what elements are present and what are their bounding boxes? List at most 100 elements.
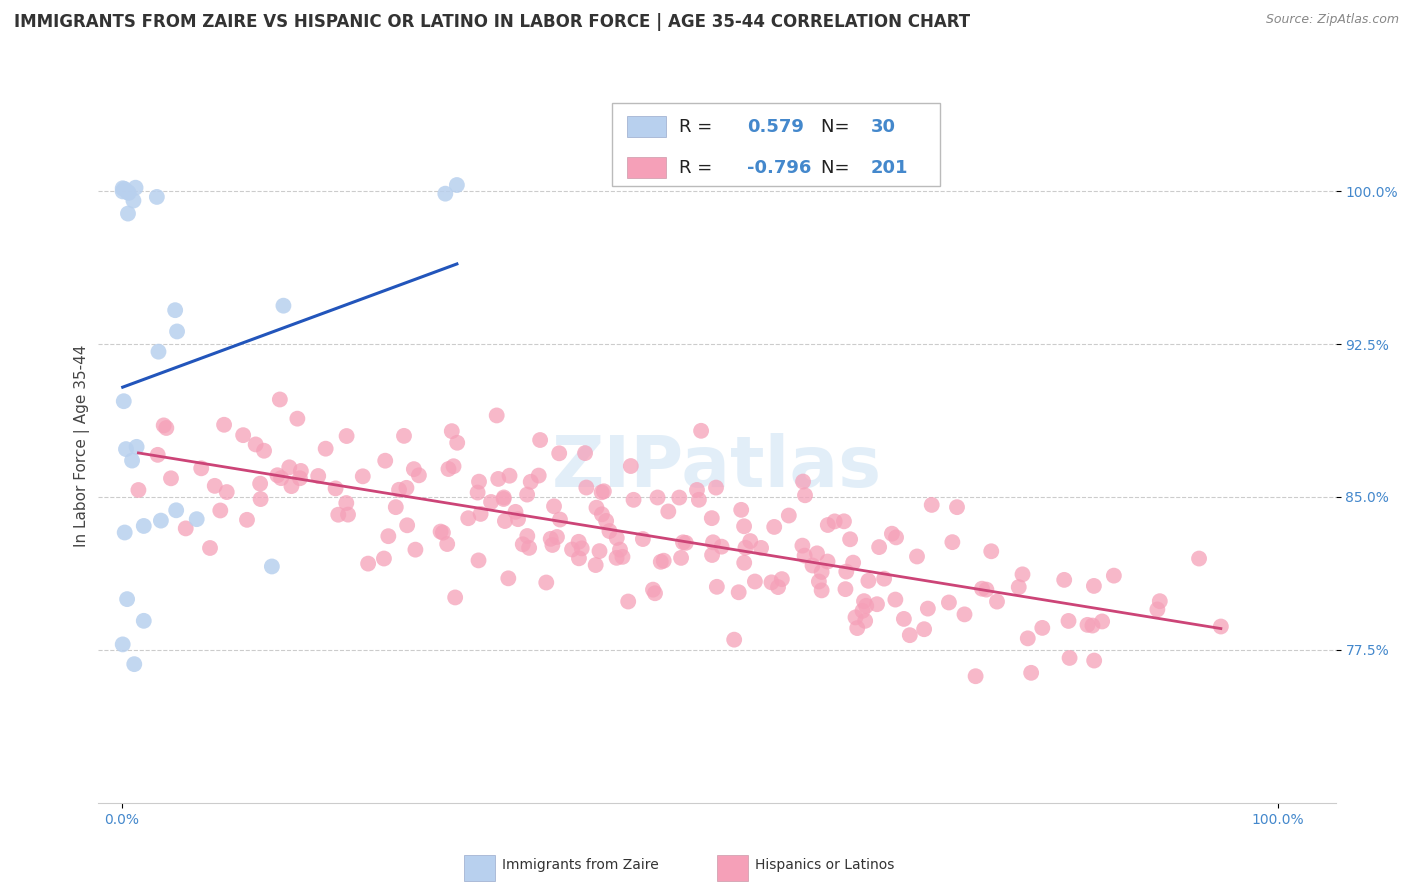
Point	[498, 468, 520, 483]
Text: -0.796: -0.796	[747, 159, 811, 177]
Point	[541, 538, 564, 552]
Point	[280, 479, 302, 493]
Point	[506, 512, 529, 526]
Point	[249, 492, 271, 507]
Point	[700, 511, 723, 525]
Point	[912, 622, 935, 636]
Point	[700, 548, 723, 562]
Point	[457, 511, 479, 525]
Point	[794, 488, 817, 502]
Point	[766, 580, 789, 594]
Text: 30: 30	[870, 118, 896, 136]
Point	[905, 549, 928, 564]
Point	[494, 514, 516, 528]
Text: 201: 201	[870, 159, 908, 177]
Point	[733, 519, 755, 533]
Point	[540, 532, 562, 546]
Point	[1011, 567, 1033, 582]
Point	[165, 503, 187, 517]
Point	[688, 492, 710, 507]
Point	[132, 614, 155, 628]
Point	[446, 435, 468, 450]
Point	[429, 524, 451, 539]
Point	[166, 325, 188, 339]
Point	[851, 604, 873, 618]
Point	[440, 424, 463, 438]
Point	[543, 500, 565, 514]
Point	[571, 541, 593, 556]
Point	[160, 471, 183, 485]
Point	[357, 557, 380, 571]
Text: N=: N=	[821, 118, 855, 136]
Text: Source: ZipAtlas.com: Source: ZipAtlas.com	[1265, 13, 1399, 27]
Point	[315, 442, 337, 456]
Point	[855, 599, 877, 613]
Point	[817, 518, 839, 533]
Point	[505, 505, 527, 519]
Point	[114, 182, 136, 196]
Point	[793, 549, 815, 563]
Point	[1008, 580, 1031, 594]
Point	[866, 597, 889, 611]
Point	[498, 571, 520, 585]
FancyBboxPatch shape	[627, 157, 666, 178]
Point	[467, 485, 489, 500]
Point	[519, 475, 541, 489]
Point	[328, 508, 350, 522]
Point	[215, 485, 238, 500]
Point	[801, 558, 824, 573]
Point	[117, 206, 139, 220]
Point	[953, 607, 976, 622]
Point	[527, 468, 550, 483]
Point	[917, 601, 939, 615]
Point	[706, 580, 728, 594]
Point	[644, 586, 666, 600]
Point	[792, 539, 814, 553]
Point	[336, 429, 359, 443]
Point	[650, 555, 672, 569]
Point	[884, 592, 907, 607]
Point	[617, 594, 640, 608]
Point	[124, 180, 146, 194]
Point	[1031, 621, 1053, 635]
FancyBboxPatch shape	[612, 103, 939, 186]
Point	[846, 621, 869, 635]
Point	[898, 628, 921, 642]
Point	[352, 469, 374, 483]
Point	[114, 525, 136, 540]
Point	[374, 453, 396, 467]
Point	[568, 534, 591, 549]
Point	[778, 508, 800, 523]
Point	[723, 632, 745, 647]
Point	[1081, 618, 1104, 632]
Point	[938, 595, 960, 609]
Point	[730, 503, 752, 517]
Point	[204, 479, 226, 493]
Point	[127, 483, 149, 497]
Point	[125, 440, 148, 454]
Point	[373, 551, 395, 566]
Point	[517, 541, 540, 555]
Point	[686, 483, 709, 497]
Point	[1059, 651, 1081, 665]
Point	[1149, 594, 1171, 608]
Point	[965, 669, 987, 683]
Text: Immigrants from Zaire: Immigrants from Zaire	[502, 858, 658, 872]
Point	[121, 453, 143, 467]
Point	[657, 504, 679, 518]
Point	[858, 574, 880, 588]
Point	[111, 185, 134, 199]
Point	[710, 540, 733, 554]
Text: ZIPatlas: ZIPatlas	[553, 433, 882, 502]
Point	[111, 181, 134, 195]
Point	[266, 468, 288, 483]
Point	[408, 468, 430, 483]
Point	[675, 536, 697, 550]
Point	[727, 585, 749, 599]
Point	[396, 518, 419, 533]
Point	[115, 592, 138, 607]
Point	[1053, 573, 1076, 587]
Point	[591, 508, 613, 522]
Point	[385, 500, 408, 515]
Point	[479, 495, 502, 509]
